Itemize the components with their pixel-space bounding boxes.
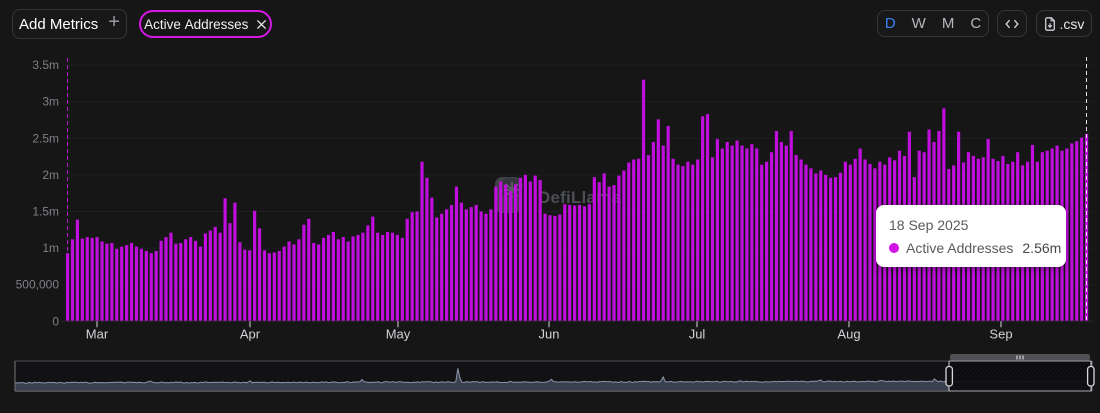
svg-text:Aug: Aug	[837, 327, 860, 342]
svg-text:0: 0	[52, 314, 59, 328]
svg-text:3m: 3m	[42, 95, 59, 109]
svg-text:500,000: 500,000	[16, 278, 60, 292]
svg-text:1m: 1m	[42, 241, 59, 255]
svg-text:2.5m: 2.5m	[32, 131, 59, 145]
svg-text:2m: 2m	[42, 168, 59, 182]
svg-text:May: May	[386, 327, 411, 342]
svg-text:1.5m: 1.5m	[32, 205, 59, 219]
svg-text:Apr: Apr	[240, 327, 261, 342]
svg-text:Mar: Mar	[86, 327, 109, 342]
svg-text:Jul: Jul	[689, 327, 706, 342]
svg-text:Sep: Sep	[989, 327, 1012, 342]
svg-text:Jun: Jun	[539, 327, 560, 342]
svg-text:3.5m: 3.5m	[32, 58, 59, 72]
